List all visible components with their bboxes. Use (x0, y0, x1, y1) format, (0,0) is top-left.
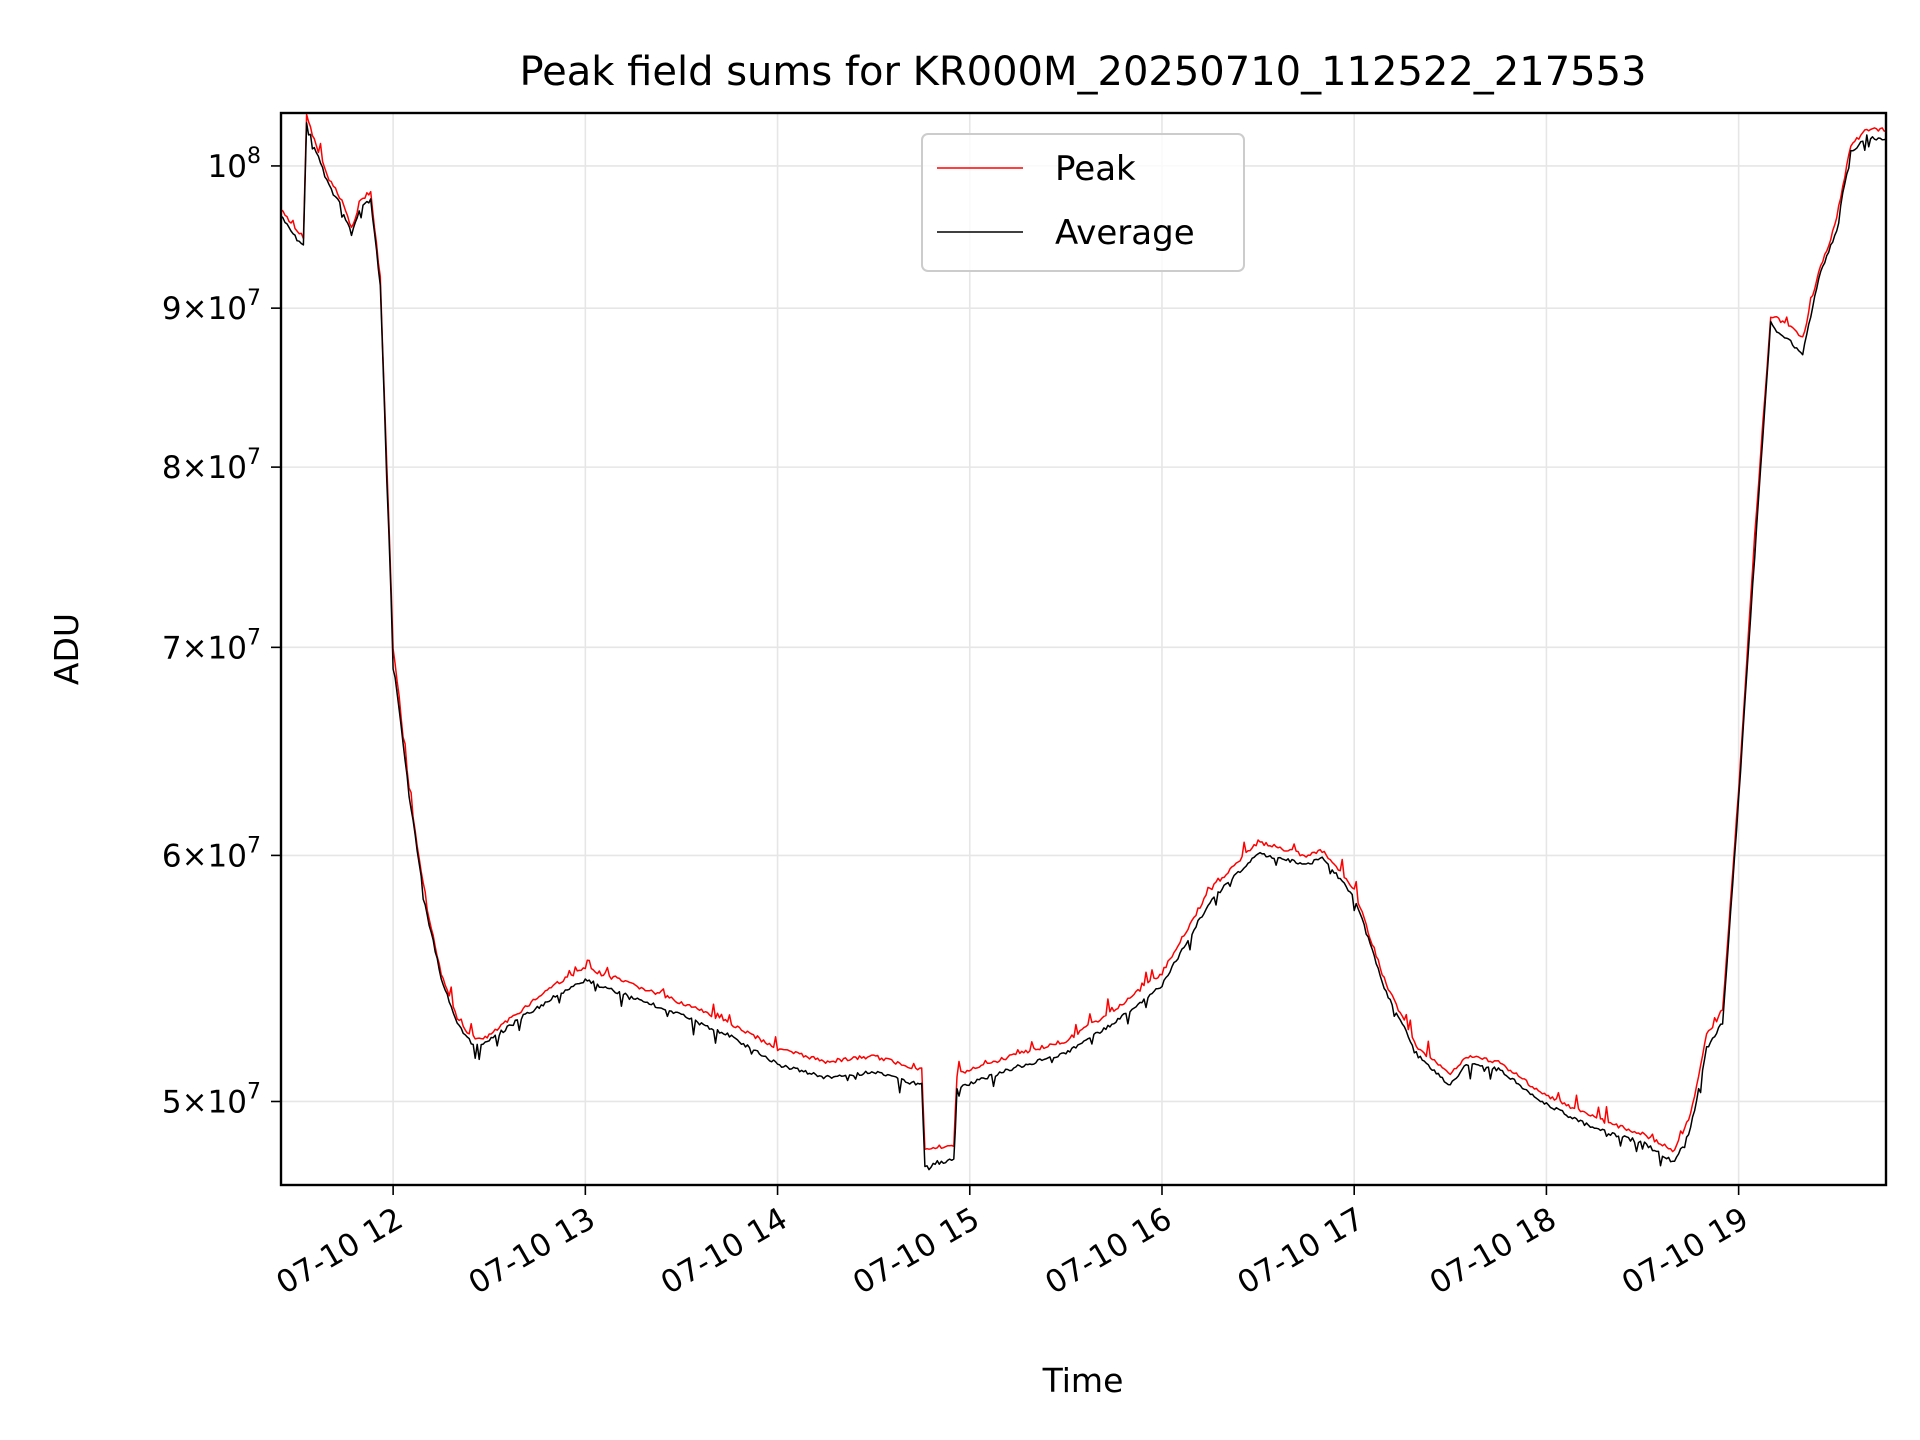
y-tick-multiply: ×10 (182, 1084, 247, 1120)
y-tick-mantissa: 7 (162, 630, 182, 666)
y-axis-label: ADU (47, 613, 86, 685)
y-tick-label: 8×107 (162, 445, 261, 486)
y-tick-label: 5×107 (162, 1079, 261, 1120)
y-tick-multiply: ×10 (182, 450, 247, 486)
y-tick-multiply: ×10 (182, 630, 247, 666)
y-tick-exponent: 7 (247, 625, 261, 650)
y-tick-exponent: 7 (247, 286, 261, 311)
y-tick-mantissa: 9 (162, 291, 182, 327)
x-axis-label: Time (1042, 1361, 1124, 1400)
y-tick-exponent: 8 (247, 144, 261, 169)
y-tick-label: 6×107 (162, 833, 261, 874)
y-tick-label: 9×107 (162, 286, 261, 327)
y-tick-label: 108 (208, 144, 261, 185)
y-tick-exponent: 7 (247, 1079, 261, 1104)
plot-frame (279, 111, 1888, 1187)
y-tick-mantissa: 5 (162, 1084, 182, 1120)
y-tick-exponent: 7 (247, 445, 261, 470)
series-line-peak (280, 113, 1887, 1153)
y-tick-multiply: ×10 (182, 838, 247, 874)
legend-label-peak: Peak (1055, 149, 1136, 189)
y-tick-mantissa: 6 (162, 838, 182, 874)
y-tick-label: 7×107 (162, 625, 261, 666)
series-lines (280, 113, 1887, 1171)
y-tick-multiply: ×10 (182, 291, 247, 327)
legend: Peak Average (921, 133, 1245, 272)
y-tick-base: 10 (208, 149, 247, 185)
y-tick-mantissa: 8 (162, 450, 182, 486)
legend-label-average: Average (1055, 213, 1195, 253)
y-tick-exponent: 7 (247, 833, 261, 858)
series-line-average (280, 122, 1887, 1171)
chart-title: Peak field sums for KR000M_20250710_1125… (519, 49, 1646, 95)
